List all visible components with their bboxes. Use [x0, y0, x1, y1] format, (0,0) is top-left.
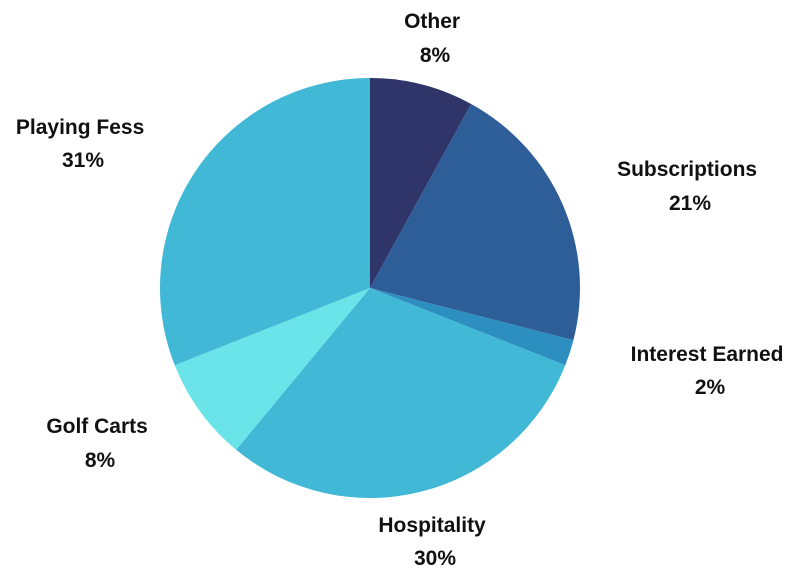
label-subscriptions-value: 21% — [669, 192, 711, 215]
pie-slice-golf-carts — [174, 288, 370, 450]
pie-slice-other — [370, 78, 472, 288]
pie-slice-hospitality — [236, 288, 566, 499]
label-interest-earned-name: Interest Earned — [631, 343, 784, 366]
label-other: Other 8% — [404, 10, 466, 67]
label-playing-fess-value: 31% — [62, 149, 104, 172]
label-subscriptions: Subscriptions 21% — [617, 158, 763, 215]
label-golf-carts-name: Golf Carts — [46, 415, 148, 438]
label-interest-earned: Interest Earned 2% — [631, 343, 790, 399]
label-other-value: 8% — [420, 44, 451, 67]
label-hospitality-name: Hospitality — [378, 514, 486, 537]
label-golf-carts: Golf Carts 8% — [46, 415, 153, 472]
pie-labels: Other 8% Subscriptions 21% Interest Earn… — [16, 10, 790, 570]
label-hospitality-value: 30% — [414, 547, 456, 570]
pie-slice-subscriptions — [370, 103, 580, 341]
pie-slice-interest-earned — [370, 288, 574, 366]
label-subscriptions-name: Subscriptions — [617, 158, 757, 181]
pie-slice-playing-fess — [160, 78, 370, 366]
label-interest-earned-value: 2% — [695, 376, 726, 399]
label-playing-fess-name: Playing Fess — [16, 116, 144, 139]
label-other-name: Other — [404, 10, 460, 33]
label-golf-carts-value: 8% — [85, 449, 116, 472]
pie-slices — [160, 78, 580, 499]
label-hospitality: Hospitality 30% — [378, 514, 491, 570]
label-playing-fess: Playing Fess 31% — [16, 116, 150, 172]
